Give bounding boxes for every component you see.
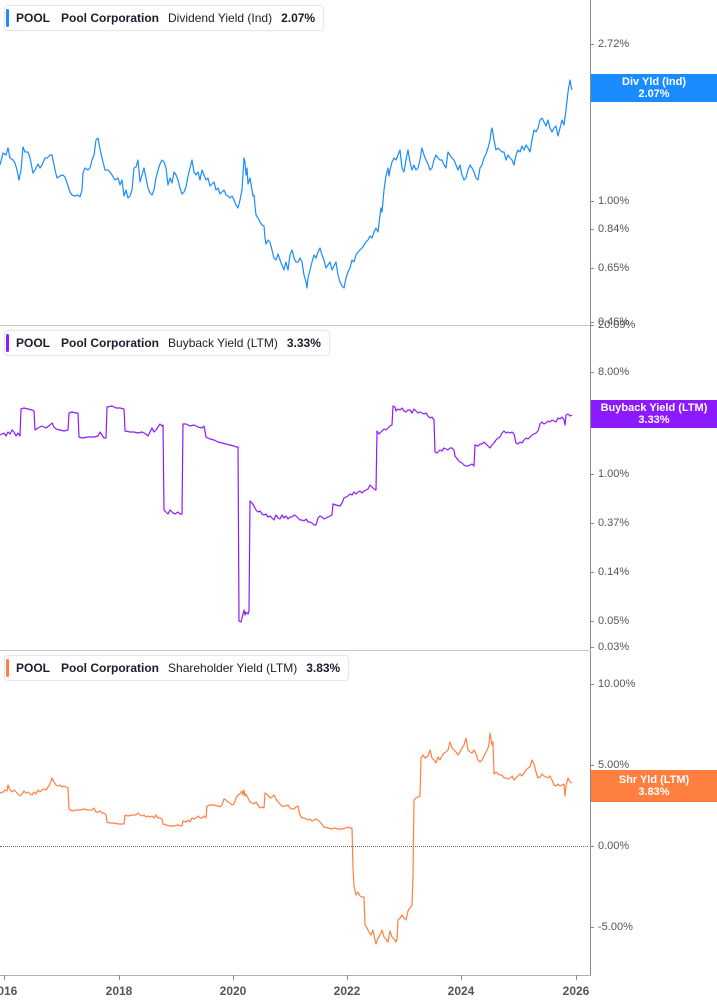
x-label: 2026 [562,984,590,998]
y-tick: 2.72% [590,38,629,50]
y-tick: 0.05% [590,615,629,627]
legend-company: Pool Corporation [61,336,160,350]
x-label: 2020 [219,984,247,998]
y-tick: 10.00% [590,678,635,690]
x-tick [233,975,234,980]
shareholder-yield-plot [0,732,573,945]
x-label: 2016 [0,984,18,998]
legend-company: Pool Corporation [61,661,160,675]
legend-ticker: POOL [16,11,51,25]
legend-metric: Dividend Yield (Ind) [168,11,273,25]
flag-value: 3.33% [638,414,670,426]
panel-divider [0,325,590,326]
x-tick [461,975,462,980]
y-tick: 1.00% [590,195,629,207]
legend-buyback: POOL Pool Corporation Buyback Yield (LTM… [4,330,330,356]
panel-divider [0,650,590,651]
y-tick: -5.00% [590,921,633,933]
flag-label: Div Yld (Ind) [622,76,686,88]
x-label: 2022 [333,984,361,998]
y-tick: 1.00% [590,468,629,480]
legend-company: Pool Corporation [61,11,160,25]
x-label: 2024 [447,984,475,998]
y-tick: 0.46% [590,316,629,328]
y-tick: 5.00% [590,759,629,771]
last-value-flag-buyback: Buyback Yield (LTM) 3.33% [591,400,717,428]
flag-value: 3.83% [638,786,670,798]
y-tick: 0.00% [590,840,629,852]
x-tick [4,975,5,980]
y-tick: 8.00% [590,366,629,378]
shareholder-y-axis [590,651,591,976]
buyback-y-axis [590,326,591,650]
legend-shareholder: POOL Pool Corporation Shareholder Yield … [4,655,350,681]
y-tick: 0.37% [590,517,629,529]
legend-value: 3.33% [286,336,321,350]
dividend-yield-plot [0,79,573,289]
y-tick: 0.14% [590,566,629,578]
series-color-marker [6,334,9,352]
flag-label: Shr Yld (LTM) [618,774,690,786]
legend-metric: Buyback Yield (LTM) [168,336,278,350]
legend-value: 2.07% [281,11,316,25]
legend-metric: Shareholder Yield (LTM) [168,661,298,675]
flag-value: 2.07% [638,88,670,100]
x-tick [347,975,348,980]
y-tick: 0.84% [590,223,629,235]
y-tick: 0.03% [590,641,629,653]
x-tick [576,975,577,980]
series-color-marker [6,659,9,677]
y-tick: 20.09% [590,319,635,331]
last-value-flag-dividend: Div Yld (Ind) 2.07% [591,74,717,102]
flag-label: Buyback Yield (LTM) [600,402,708,414]
x-axis [0,975,591,976]
last-value-flag-shareholder: Shr Yld (LTM) 3.83% [591,770,717,802]
dividend-y-axis [590,0,591,325]
legend-ticker: POOL [16,336,51,350]
y-tick: 0.65% [590,262,629,274]
legend-dividend: POOL Pool Corporation Dividend Yield (In… [4,5,325,31]
series-color-marker [6,9,9,27]
legend-ticker: POOL [16,661,51,675]
legend-value: 3.83% [306,661,341,675]
zero-reference-line [0,846,588,847]
x-label: 2018 [105,984,133,998]
buyback-yield-plot [0,405,573,623]
x-tick [119,975,120,980]
